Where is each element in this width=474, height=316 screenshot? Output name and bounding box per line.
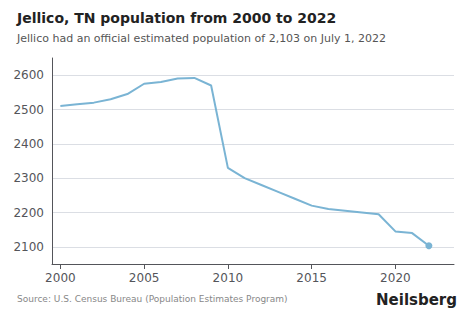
- svg-text:2300: 2300: [13, 171, 44, 185]
- svg-text:2600: 2600: [13, 68, 44, 82]
- svg-text:Jellico had an official estima: Jellico had an official estimated popula…: [16, 32, 386, 45]
- svg-text:Neilsberg: Neilsberg: [376, 291, 457, 309]
- svg-text:2020: 2020: [380, 271, 411, 285]
- svg-text:2015: 2015: [296, 271, 327, 285]
- svg-text:2400: 2400: [13, 137, 44, 151]
- svg-text:2000: 2000: [45, 271, 76, 285]
- svg-text:Source: U.S. Census Bureau (Po: Source: U.S. Census Bureau (Population E…: [17, 294, 288, 304]
- svg-text:2500: 2500: [13, 103, 44, 117]
- svg-text:2010: 2010: [213, 271, 244, 285]
- svg-text:2100: 2100: [13, 240, 44, 254]
- svg-text:2200: 2200: [13, 206, 44, 220]
- svg-text:2005: 2005: [129, 271, 160, 285]
- svg-text:Jellico, TN population from 20: Jellico, TN population from 2000 to 2022: [16, 10, 336, 26]
